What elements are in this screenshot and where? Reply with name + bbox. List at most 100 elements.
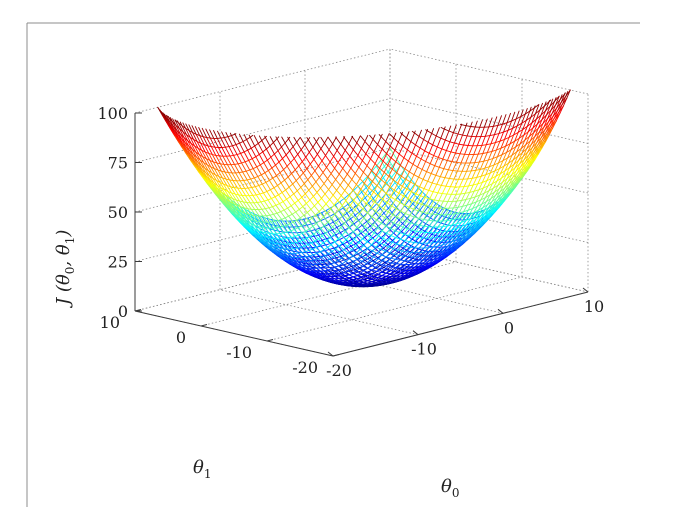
mesh-line <box>357 263 364 267</box>
mesh-line <box>365 254 370 259</box>
mesh-line <box>221 131 225 139</box>
mesh-line <box>180 133 185 138</box>
mesh-line <box>218 176 224 185</box>
mesh-line <box>328 272 334 275</box>
mesh-line <box>223 163 229 174</box>
mesh-line <box>427 219 434 222</box>
mesh-line <box>375 210 381 215</box>
mesh-line <box>429 191 434 200</box>
mesh-line <box>389 198 394 204</box>
mesh-line <box>364 197 370 204</box>
mesh-line <box>271 167 277 177</box>
mesh-line <box>357 230 362 236</box>
mesh-line <box>326 237 331 242</box>
mesh-line <box>375 285 380 287</box>
mesh-line <box>260 172 266 176</box>
mesh-line <box>377 136 382 145</box>
mesh-line <box>366 165 372 171</box>
mesh-line <box>328 143 334 151</box>
mesh-line <box>411 223 417 231</box>
mesh-line <box>345 258 350 262</box>
mesh-line <box>307 264 314 270</box>
mesh-line <box>453 241 458 247</box>
mesh-line <box>385 256 392 259</box>
mesh-line <box>251 187 257 196</box>
mesh-line <box>341 276 347 280</box>
mesh-line <box>263 162 269 171</box>
mesh-line <box>335 137 342 145</box>
mesh-line <box>374 244 381 250</box>
mesh-line <box>440 137 446 141</box>
mesh-line <box>285 189 291 198</box>
mesh-line <box>388 258 394 262</box>
mesh-line <box>465 231 471 237</box>
mesh-line <box>316 267 322 272</box>
mesh-line <box>331 213 336 219</box>
mesh-line <box>398 145 404 155</box>
mesh-line <box>378 263 385 266</box>
mesh-line <box>190 154 195 160</box>
mesh-line <box>380 178 386 184</box>
mesh-line <box>318 172 324 178</box>
mesh-line <box>445 141 451 152</box>
mesh-line <box>445 231 452 238</box>
mesh-line <box>388 133 395 139</box>
mesh-line <box>307 244 313 250</box>
mesh-line <box>310 174 317 183</box>
mesh-line <box>372 270 378 275</box>
mesh-line <box>305 255 311 258</box>
mesh-line <box>409 260 415 265</box>
mesh-line <box>469 190 475 193</box>
mesh-line <box>266 218 272 225</box>
mesh-line <box>360 229 367 234</box>
mesh-line <box>303 245 310 252</box>
mesh-line <box>234 133 241 144</box>
mesh-line <box>233 214 239 219</box>
mesh-line <box>404 168 410 173</box>
mesh-line <box>361 274 366 278</box>
mesh-line <box>344 143 350 151</box>
mesh-line <box>356 194 363 200</box>
mesh-line <box>301 251 306 254</box>
mesh-line <box>445 150 452 153</box>
mesh-line <box>307 179 313 187</box>
mesh-line <box>437 192 443 195</box>
mesh-line <box>450 213 455 221</box>
mesh-line <box>328 189 334 196</box>
mesh-line <box>420 194 426 202</box>
mesh-line <box>337 162 344 169</box>
mesh-line <box>281 243 288 250</box>
mesh-line <box>356 135 361 144</box>
mesh-line <box>420 158 427 162</box>
mesh-line <box>213 137 219 148</box>
mesh-line <box>386 261 393 264</box>
mesh-line <box>323 225 329 233</box>
mesh-line <box>368 254 375 258</box>
mesh-line <box>373 191 379 197</box>
mesh-line <box>232 212 238 216</box>
mesh-line <box>190 142 196 147</box>
mesh-line <box>322 261 328 267</box>
mesh-line <box>448 200 453 209</box>
mesh-line <box>329 194 334 201</box>
mesh-line <box>445 210 451 218</box>
mesh-line <box>250 223 255 226</box>
mesh-line <box>364 248 369 253</box>
mesh-line <box>423 267 429 271</box>
mesh-line <box>287 205 292 209</box>
mesh-line <box>383 171 390 177</box>
mesh-line <box>395 153 400 163</box>
mesh-line <box>297 199 304 208</box>
mesh-line <box>463 204 468 213</box>
mesh-line <box>327 246 333 252</box>
mesh-line <box>329 161 336 169</box>
mesh-line <box>300 245 305 248</box>
mesh-line <box>269 214 275 222</box>
mesh-line <box>322 172 328 180</box>
mesh-line <box>279 172 286 181</box>
mesh-line <box>169 121 174 127</box>
mesh-line <box>251 214 258 222</box>
mesh-line <box>206 176 211 181</box>
mesh-line <box>429 250 435 253</box>
mesh-line <box>313 235 319 242</box>
